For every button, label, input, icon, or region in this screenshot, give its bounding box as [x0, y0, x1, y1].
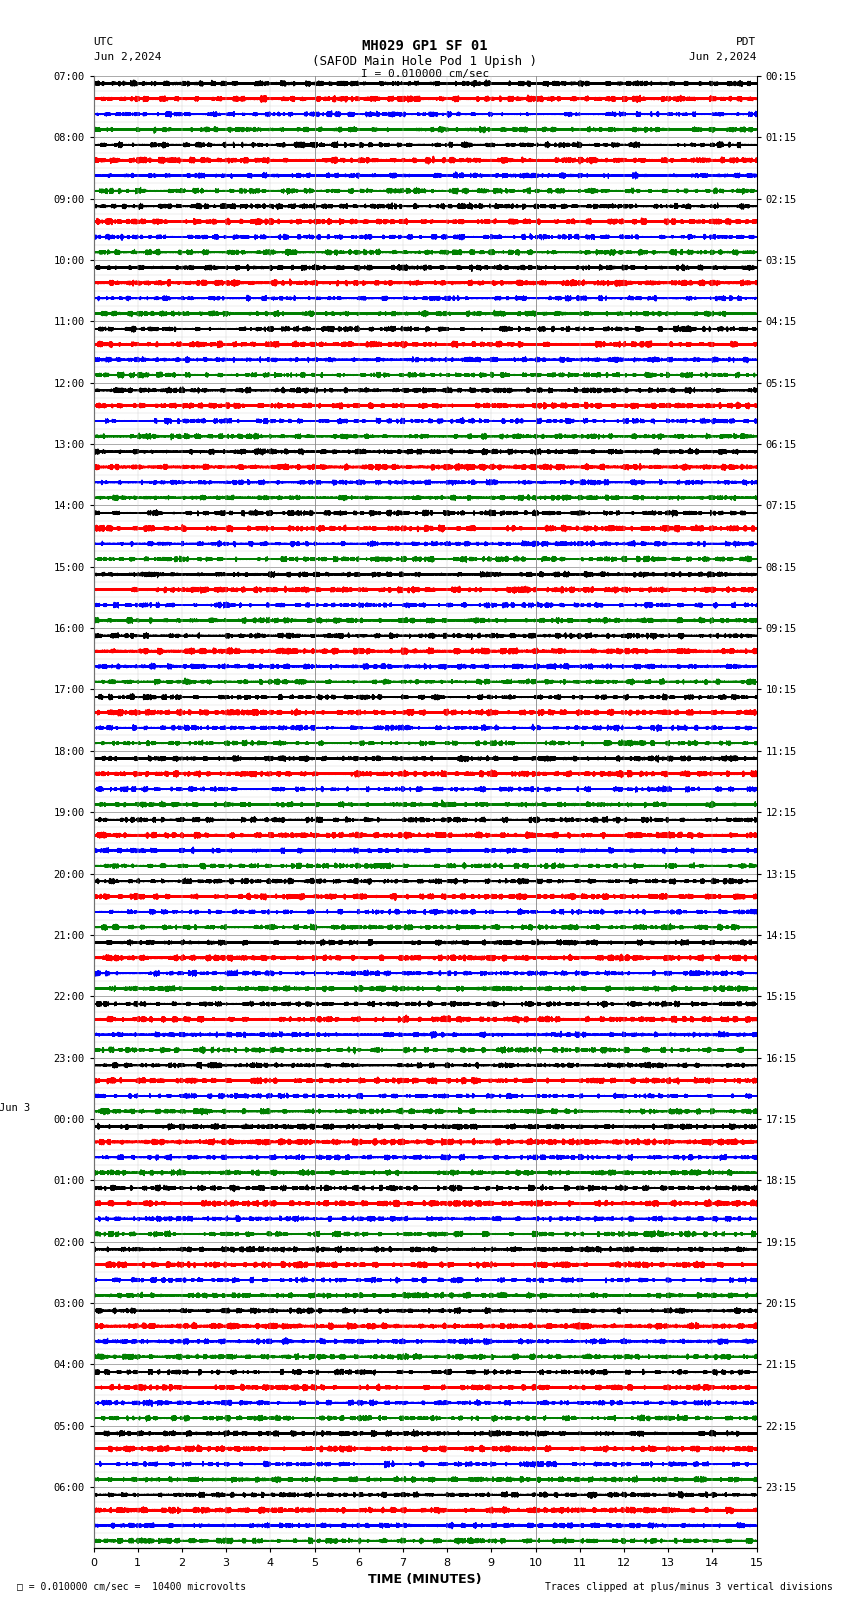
Text: I = 0.010000 cm/sec: I = 0.010000 cm/sec	[361, 69, 489, 79]
Text: (SAFOD Main Hole Pod 1 Upish ): (SAFOD Main Hole Pod 1 Upish )	[313, 55, 537, 68]
Text: Jun 2,2024: Jun 2,2024	[689, 52, 756, 61]
Text: Jun 2,2024: Jun 2,2024	[94, 52, 161, 61]
Text: Traces clipped at plus/minus 3 vertical divisions: Traces clipped at plus/minus 3 vertical …	[545, 1582, 833, 1592]
Text: MH029 GP1 SF 01: MH029 GP1 SF 01	[362, 39, 488, 53]
X-axis label: TIME (MINUTES): TIME (MINUTES)	[368, 1573, 482, 1586]
Text: PDT: PDT	[736, 37, 756, 47]
Text: Jun 3: Jun 3	[0, 1103, 31, 1113]
Text: UTC: UTC	[94, 37, 114, 47]
Text: □ = 0.010000 cm/sec =  10400 microvolts: □ = 0.010000 cm/sec = 10400 microvolts	[17, 1582, 246, 1592]
